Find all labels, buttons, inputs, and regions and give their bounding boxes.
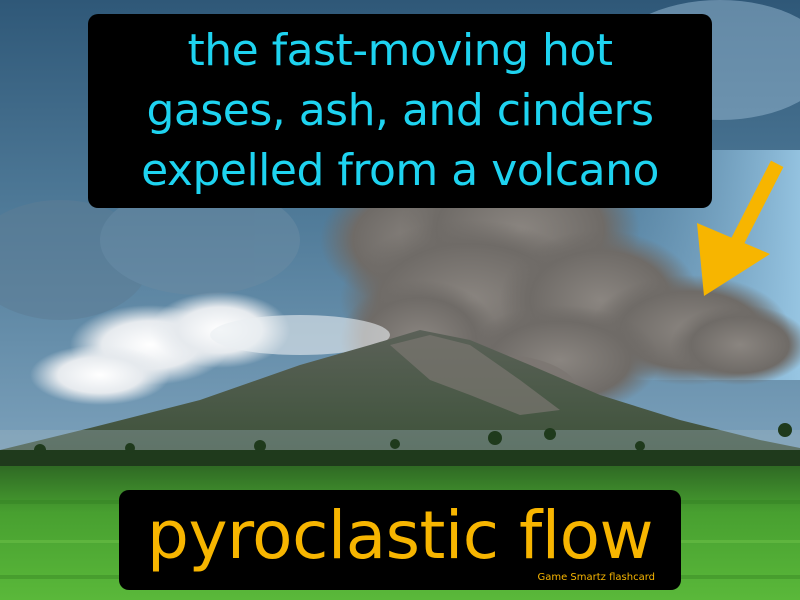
flow-channel bbox=[390, 335, 560, 415]
term-title: pyroclastic flow bbox=[147, 497, 653, 574]
definition-line-1: the fast-moving hot bbox=[187, 25, 613, 76]
tree-line bbox=[0, 423, 800, 468]
definition-line-2: gases, ash, and cinders bbox=[146, 85, 654, 136]
arrow-pointer-icon bbox=[697, 160, 784, 296]
definition-line-3: expelled from a volcano bbox=[141, 145, 659, 196]
volcano-mountain bbox=[0, 330, 800, 470]
mist-band bbox=[0, 430, 800, 452]
white-cloud bbox=[30, 292, 390, 405]
brand-label: Game Smartz flashcard bbox=[537, 572, 655, 583]
term-box: pyroclastic flow Game Smartz flashcard bbox=[119, 490, 681, 590]
definition-box: the fast-moving hot gases, ash, and cind… bbox=[88, 14, 712, 208]
